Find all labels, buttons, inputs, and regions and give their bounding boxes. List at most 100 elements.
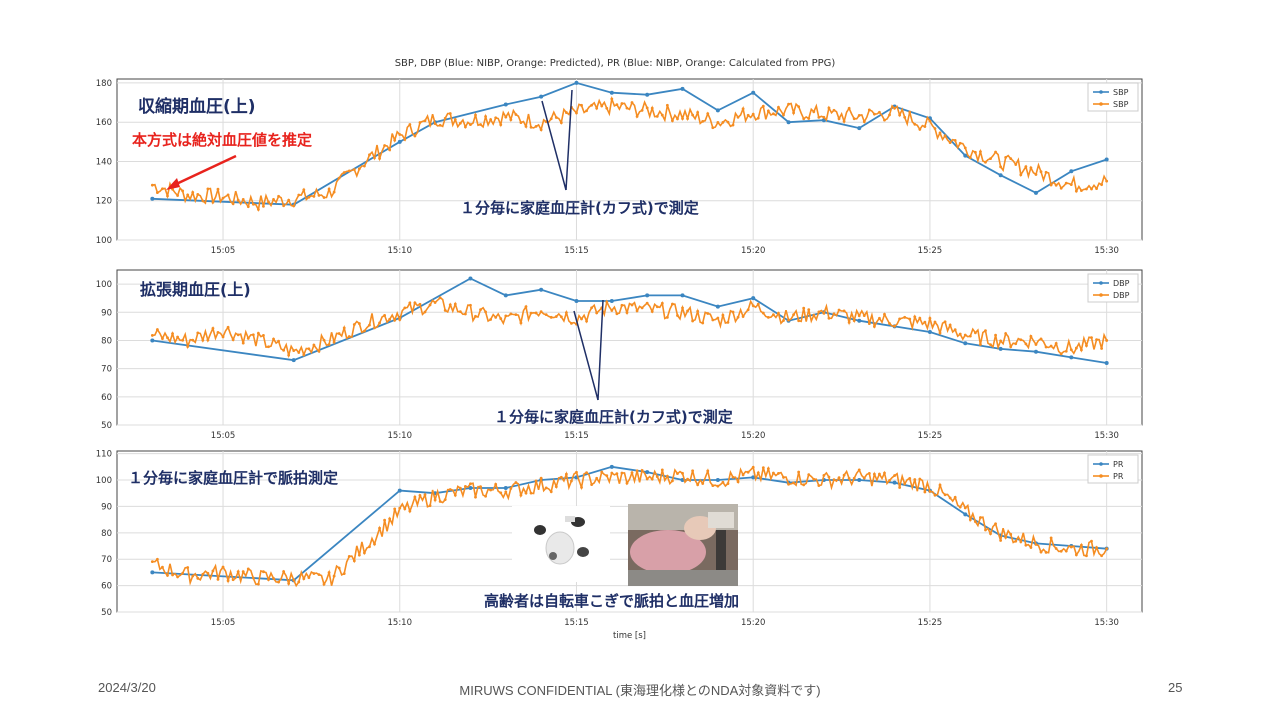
pr-predicted-point	[474, 495, 477, 499]
dbp-nibp-point	[963, 341, 968, 346]
dbp-predicted-point	[277, 339, 280, 343]
pr-predicted-point	[1074, 553, 1078, 557]
sbp-predicted-point	[867, 108, 871, 112]
dbp-predicted-point	[605, 300, 609, 304]
dbp-predicted-point	[494, 315, 498, 319]
pr-predicted-point	[534, 479, 538, 483]
pr-predicted-point	[620, 471, 624, 475]
pr-predicted-point	[327, 571, 331, 574]
pr-predicted-point	[363, 551, 366, 555]
dbp-predicted-point	[231, 338, 235, 342]
pr-predicted-point	[893, 474, 896, 477]
dbp-predicted-point	[1085, 344, 1088, 348]
dbp-predicted-point	[872, 325, 876, 328]
pr-predicted-point	[373, 542, 376, 546]
pr-predicted-point	[883, 471, 886, 475]
pr-predicted-point	[681, 471, 684, 475]
sbp-nibp-point	[1033, 190, 1038, 195]
dbp-nibp-point	[291, 358, 296, 363]
pr-predicted-point	[519, 493, 523, 497]
sbp-predicted-point	[1090, 187, 1093, 191]
dbp-predicted-point	[610, 309, 614, 312]
dbp-predicted-point	[751, 304, 755, 308]
sbp-ytick-label: 180	[96, 79, 112, 89]
sbp-predicted-point	[979, 150, 982, 154]
pr-predicted-point	[979, 516, 982, 519]
pr-nibp-point	[397, 488, 402, 493]
pr-predicted-point	[1069, 545, 1073, 549]
dbp-predicted-point	[256, 331, 260, 335]
dbp-predicted-point	[1074, 346, 1078, 350]
sbp-predicted-point	[221, 196, 225, 200]
pr-predicted-point	[756, 471, 760, 475]
sbp-predicted-point	[756, 116, 760, 120]
pr-predicted-point	[479, 485, 482, 489]
pr-predicted-point	[181, 571, 185, 575]
dbp-series-nibp-line	[152, 277, 1107, 364]
dbp-predicted-point	[1029, 334, 1033, 338]
sbp-predicted-point	[155, 191, 159, 195]
pr-predicted-point	[408, 509, 412, 513]
pr-xtick-label: 15:15	[564, 618, 589, 628]
pr-nibp-point	[503, 485, 508, 490]
sbp-predicted-point	[489, 118, 493, 121]
sbp-predicted-point	[650, 106, 654, 110]
dbp-predicted-point	[832, 312, 836, 316]
dbp-predicted-point	[327, 343, 331, 346]
sbp-predicted-point	[524, 125, 528, 128]
dbp-predicted-point	[236, 333, 240, 337]
sbp-nibp-point	[963, 153, 968, 158]
pr-predicted-point	[736, 480, 740, 484]
dbp-predicted-point	[176, 335, 179, 339]
dbp-predicted-point	[888, 322, 891, 325]
sbp-predicted-point	[802, 117, 806, 121]
sbp-predicted-point	[1059, 186, 1063, 190]
pr-predicted-point	[307, 576, 311, 580]
dbp-predicted-point	[691, 319, 695, 323]
pr-predicted-point	[635, 469, 639, 473]
pr-predicted-point	[398, 506, 402, 510]
dbp-predicted-point	[514, 313, 518, 317]
dbp-nibp-point	[539, 287, 544, 292]
dbp-predicted-point	[554, 315, 558, 318]
pr-predicted-point	[246, 567, 250, 571]
pr-predicted-point	[696, 483, 700, 487]
dbp-predicted-point	[287, 353, 291, 357]
dbp-predicted-point	[438, 296, 442, 300]
pr-predicted-point	[256, 582, 260, 586]
pr-predicted-point	[524, 491, 528, 495]
dbp-predicted-point	[1004, 332, 1008, 335]
footer-page-number: 25	[1168, 680, 1183, 695]
pr-xtick-label: 15:10	[388, 618, 413, 628]
pr-predicted-point	[302, 577, 306, 581]
sbp-predicted-point	[191, 190, 195, 194]
bike-device-photo	[512, 506, 610, 582]
dbp-legend-label: DBP	[1113, 279, 1130, 288]
pr-predicted-point	[726, 482, 730, 485]
pr-predicted-point	[963, 506, 967, 510]
sbp-predicted-point	[393, 138, 397, 142]
dbp-predicted-point	[1069, 348, 1073, 352]
dbp-predicted-point	[322, 338, 326, 342]
dbp-predicted-point	[862, 314, 866, 317]
sbp-nibp-point	[1069, 169, 1074, 174]
sbp-nibp-point	[609, 90, 614, 95]
sbp-predicted-point	[665, 103, 669, 107]
dbp-predicted-point	[766, 315, 770, 319]
dbp-predicted-point	[857, 314, 861, 318]
dbp-predicted-point	[196, 331, 200, 335]
sbp-predicted-point	[534, 125, 538, 128]
sbp-predicted-point	[1029, 166, 1033, 170]
pr-predicted-point	[741, 473, 745, 477]
pr-predicted-point	[777, 472, 780, 475]
dbp-predicted-point	[352, 323, 356, 326]
dbp-xtick-label: 15:25	[918, 431, 943, 441]
dbp-predicted-point	[413, 301, 417, 305]
sbp-predicted-point	[918, 128, 922, 131]
pr-predicted-point	[807, 473, 811, 476]
dbp-predicted-point	[1049, 344, 1053, 348]
sbp-predicted-point	[943, 134, 947, 138]
sbp-predicted-point	[453, 118, 457, 121]
sbp-predicted-point	[984, 160, 987, 164]
dbp-predicted-point	[1054, 342, 1058, 345]
